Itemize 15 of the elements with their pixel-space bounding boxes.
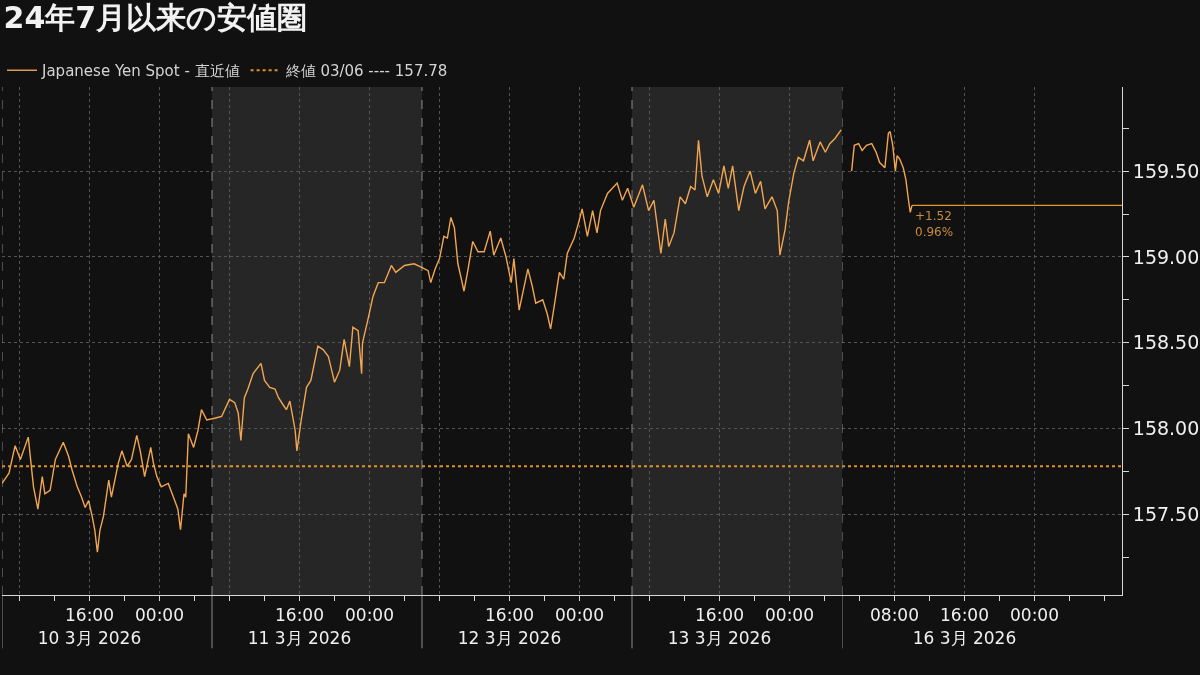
- chart-title: 24年7月以来の安値圏: [3, 0, 308, 35]
- annotation: +1.52 0.96%: [915, 209, 954, 239]
- x-tick-label: 00:00: [345, 605, 394, 626]
- y-tick-label: 157.50: [1132, 502, 1200, 525]
- y-tick-label: 159.50: [1132, 159, 1200, 182]
- x-tick-label: 00:00: [555, 605, 604, 626]
- x-tick-label: 08:00: [870, 605, 919, 626]
- y-tick-label: 158.00: [1132, 417, 1200, 440]
- x-tick-label: 00:00: [1010, 605, 1059, 626]
- legend-label: Japanese Yen Spot - 直近値: [41, 62, 240, 81]
- y-tick-label: 159.00: [1132, 245, 1200, 268]
- x-tick-label: 00:00: [135, 605, 184, 626]
- x-tick-label: 00:00: [765, 605, 814, 626]
- legend-label: 終値 03/06 ---- 157.78: [284, 62, 448, 81]
- y-tick-label: 158.50: [1132, 331, 1200, 354]
